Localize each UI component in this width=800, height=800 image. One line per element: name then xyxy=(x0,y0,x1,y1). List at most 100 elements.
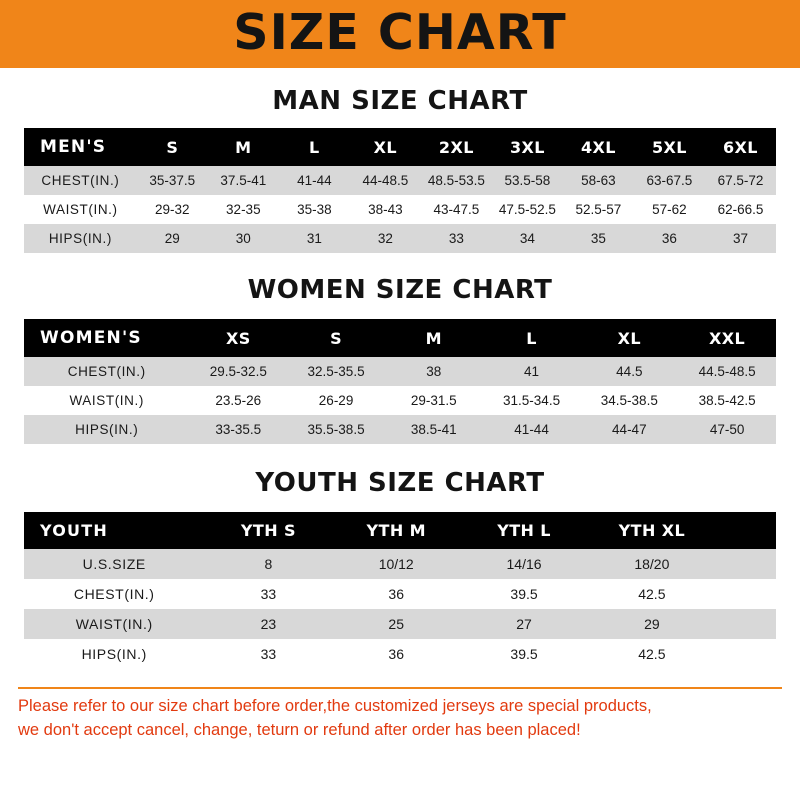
cell: 44-47 xyxy=(580,415,679,444)
table-youth-header-cell: YTH XL xyxy=(618,521,686,540)
table-man-header-row: MEN'S S M L XL 2XL 3XL 4XL 5XL 6XL xyxy=(24,128,776,166)
cell: 39.5 xyxy=(460,579,588,609)
row-label: HIPS(IN.) xyxy=(24,224,137,253)
table-man-header-cell: 3XL xyxy=(509,137,545,157)
table-youth-header-spacer xyxy=(716,512,776,549)
table-youth-header-cell: YTH S xyxy=(240,521,296,540)
table-women-header-cell: S xyxy=(330,328,343,348)
cell: 35.5-38.5 xyxy=(287,415,385,444)
table-man-header-cell: 2XL xyxy=(438,137,474,157)
cell: 33-35.5 xyxy=(189,415,288,444)
cell: 38 xyxy=(384,357,483,386)
footer-note: Please refer to our size chart before or… xyxy=(18,687,782,743)
cell: 39.5 xyxy=(460,639,588,669)
cell: 8 xyxy=(204,549,333,579)
row-label: U.S.SIZE xyxy=(24,549,205,579)
table-row: WAIST(IN.) 23.5-26 26-29 29-31.5 31.5-34… xyxy=(24,386,776,415)
table-women-header-cell: WOMEN'S xyxy=(40,328,142,348)
table-women-header-cell: XS xyxy=(225,328,251,348)
cell: 29-31.5 xyxy=(384,386,483,415)
cell: 32.5-35.5 xyxy=(287,357,385,386)
table-youth-header-row: YOUTH YTH S YTH M YTH L YTH XL xyxy=(24,512,776,549)
table-man-header-cell: M xyxy=(235,137,252,157)
row-label: HIPS(IN.) xyxy=(24,639,205,669)
table-row: HIPS(IN.) 33-35.5 35.5-38.5 38.5-41 41-4… xyxy=(24,415,776,444)
cell: 23.5-26 xyxy=(189,386,288,415)
table-women-header-cell: L xyxy=(526,328,537,348)
section-title-man: MAN SIZE CHART xyxy=(272,86,528,116)
cell: 26-29 xyxy=(287,386,385,415)
table-row: HIPS(IN.) 29 30 31 32 33 34 35 36 37 xyxy=(24,224,776,253)
cell: 44-48.5 xyxy=(349,166,421,195)
cell: 44.5 xyxy=(580,357,679,386)
table-row: U.S.SIZE 8 10/12 14/16 18/20 xyxy=(24,549,776,579)
table-women-header-cell: XL xyxy=(617,328,641,348)
cell: 29 xyxy=(587,609,716,639)
cell: 38.5-41 xyxy=(384,415,483,444)
table-youth-header-cell: YTH M xyxy=(366,521,426,540)
cell: 29.5-32.5 xyxy=(189,357,288,386)
cell: 35-37.5 xyxy=(136,166,208,195)
table-row: CHEST(IN.) 29.5-32.5 32.5-35.5 38 41 44.… xyxy=(24,357,776,386)
header-banner: SIZE CHART xyxy=(0,0,800,68)
cell: 42.5 xyxy=(587,579,716,609)
cell-spacer xyxy=(715,639,776,669)
cell-spacer xyxy=(715,609,776,639)
table-youth: YOUTH YTH S YTH M YTH L YTH XL U.S.SIZE … xyxy=(24,512,776,669)
cell: 37.5-41 xyxy=(207,166,279,195)
row-label: WAIST(IN.) xyxy=(24,609,205,639)
cell: 48.5-53.5 xyxy=(420,166,492,195)
cell: 67.5-72 xyxy=(704,166,776,195)
cell: 31.5-34.5 xyxy=(482,386,581,415)
section-title-women: WOMEN SIZE CHART xyxy=(247,275,553,305)
cell: 18/20 xyxy=(587,549,716,579)
cell: 32-35 xyxy=(207,195,279,224)
page-title: SIZE CHART xyxy=(233,3,567,61)
table-man-header-cell: L xyxy=(309,137,320,157)
table-row: CHEST(IN.) 33 36 39.5 42.5 xyxy=(24,579,776,609)
cell: 36 xyxy=(332,579,461,609)
table-women-header-row: WOMEN'S XS S M L XL XXL xyxy=(24,319,776,357)
cell: 34 xyxy=(491,224,563,253)
cell: 32 xyxy=(349,224,421,253)
table-youth-header-cell: YTH L xyxy=(497,521,551,540)
cell: 47-50 xyxy=(678,415,776,444)
cell: 35 xyxy=(562,224,634,253)
cell: 10/12 xyxy=(332,549,461,579)
row-label: CHEST(IN.) xyxy=(24,579,205,609)
cell: 31 xyxy=(278,224,350,253)
cell: 34.5-38.5 xyxy=(580,386,679,415)
table-man: MEN'S S M L XL 2XL 3XL 4XL 5XL 6XL CHEST… xyxy=(24,128,776,253)
table-youth-wrapper: YOUTH YTH S YTH M YTH L YTH XL U.S.SIZE … xyxy=(24,512,776,669)
table-row: CHEST(IN.) 35-37.5 37.5-41 41-44 44-48.5… xyxy=(24,166,776,195)
row-label: HIPS(IN.) xyxy=(24,415,190,444)
cell: 29-32 xyxy=(136,195,208,224)
table-man-header-cell: 6XL xyxy=(723,137,758,157)
table-women-wrapper: WOMEN'S XS S M L XL XXL CHEST(IN.) 29.5-… xyxy=(24,319,776,444)
cell: 33 xyxy=(420,224,492,253)
section-title-youth: YOUTH SIZE CHART xyxy=(255,468,545,498)
cell: 30 xyxy=(207,224,279,253)
cell: 25 xyxy=(332,609,461,639)
cell: 63-67.5 xyxy=(633,166,705,195)
cell: 41-44 xyxy=(482,415,581,444)
cell: 57-62 xyxy=(633,195,705,224)
cell: 35-38 xyxy=(278,195,350,224)
table-man-header-cell: 5XL xyxy=(651,137,687,157)
cell: 44.5-48.5 xyxy=(678,357,776,386)
cell: 42.5 xyxy=(587,639,716,669)
cell: 27 xyxy=(460,609,588,639)
cell: 41 xyxy=(482,357,581,386)
table-man-header-cell: MEN'S xyxy=(40,137,107,157)
table-man-header-cell: S xyxy=(166,137,179,157)
cell: 62-66.5 xyxy=(704,195,776,224)
table-women-header-cell: XXL xyxy=(709,328,746,348)
cell: 47.5-52.5 xyxy=(491,195,563,224)
table-row: WAIST(IN.) 23 25 27 29 xyxy=(24,609,776,639)
cell: 33 xyxy=(204,579,333,609)
table-women-header-cell: M xyxy=(425,328,442,348)
cell: 41-44 xyxy=(278,166,350,195)
cell: 43-47.5 xyxy=(420,195,492,224)
cell-spacer xyxy=(715,579,776,609)
